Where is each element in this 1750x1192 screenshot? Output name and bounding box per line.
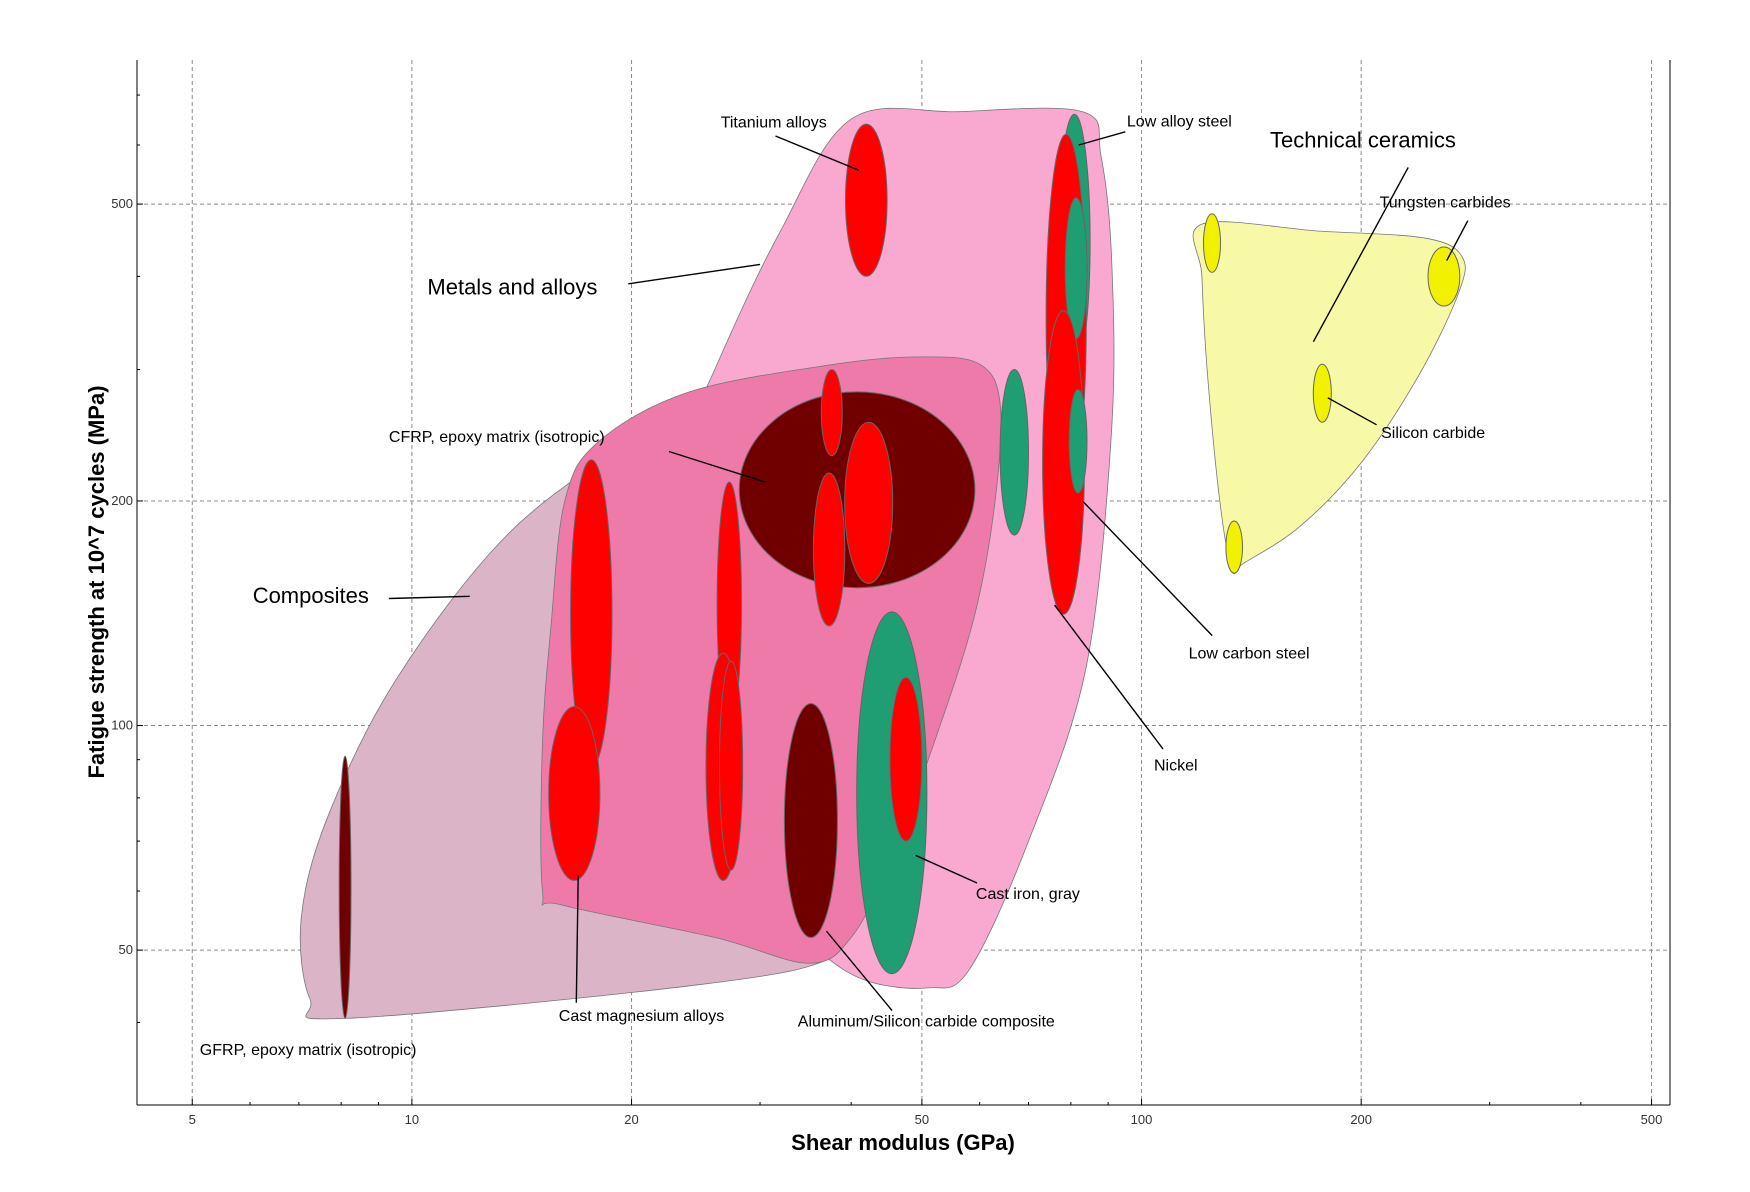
x-tick-label: 200 [1350, 1112, 1372, 1127]
x-tick-label: 100 [1131, 1112, 1153, 1127]
composites-label: Composites [253, 583, 369, 608]
cast-iron-gray-label-leader [915, 854, 978, 884]
cast-magnesium-alloys-label-leader [575, 875, 579, 1003]
y-tick-label: 200 [111, 493, 133, 508]
x-axis-title: Shear modulus (GPa) [791, 1130, 1015, 1155]
cfrp-epoxy-label: CFRP, epoxy matrix (isotropic) [389, 429, 605, 446]
silicon-carbide-label: Silicon carbide [1381, 425, 1485, 442]
y-tick-label: 100 [111, 718, 133, 733]
cast-magnesium-alloys-label: Cast magnesium alloys [559, 1008, 724, 1025]
tungsten-carbides-label: Tungsten carbides [1380, 194, 1511, 211]
x-axis-ticks: 5 10 20 50 100 200 500 [189, 1099, 1663, 1127]
titanium-alloys-label: Titanium alloys [721, 115, 827, 132]
metals-and-alloys-label: Metals and alloys [427, 275, 597, 300]
low-alloy-steel-label: Low alloy steel [1127, 114, 1232, 131]
ceramic-4-bubble [1225, 520, 1243, 574]
mid-red-inner-bubble [719, 660, 744, 871]
y-axis-title: Fatigue strength at 10^7 cycles (MPa) [84, 385, 109, 778]
cast-iron-gray-label: Cast iron, gray [976, 886, 1080, 903]
cfrp-red-big-bubble [844, 421, 894, 584]
nickel-label: Nickel [1154, 758, 1198, 775]
material-bubbles [338, 113, 1461, 1019]
ceramic-1-bubble [1203, 213, 1221, 273]
x-tick-label: 500 [1641, 1112, 1663, 1127]
al-sic-composite-label-leader [825, 930, 893, 1011]
low-alloy-steel-label-leader [1078, 131, 1126, 146]
tungsten-carbides-label-leader [1446, 220, 1469, 261]
titanium-alloys-label-leader [775, 135, 860, 171]
titanium-bubble [845, 123, 888, 277]
composites-label-leader [388, 595, 470, 600]
cfrp-red-small-bubble [820, 369, 843, 457]
gfrp-epoxy-bubble [338, 755, 352, 1019]
material-labels: Titanium alloys Low alloy steel Technical … [200, 114, 1511, 1059]
x-tick-label: 20 [624, 1112, 638, 1127]
silicon-carbide-bubble [1312, 363, 1332, 423]
silicon-carbide-label-leader [1327, 397, 1377, 426]
al-sic-composite-bubble [783, 703, 838, 938]
metals-and-alloys-label-leader [628, 263, 761, 285]
x-tick-label: 50 [915, 1112, 929, 1127]
y-tick-label: 500 [111, 196, 133, 211]
axes: 5 10 20 50 100 200 500 50 100 200 500 [111, 60, 1671, 1127]
tungsten-carbides-bubble [1427, 246, 1461, 307]
low-carbon-steel-label: Low carbon steel [1189, 646, 1310, 663]
leader-lines [388, 131, 1469, 1011]
cfrp-red-lower-bubble [812, 472, 846, 627]
al-sic-composite-label: Aluminum/Silicon carbide composite [798, 1014, 1055, 1031]
gfrp-epoxy-label: GFRP, epoxy matrix (isotropic) [200, 1042, 417, 1059]
cfrp-epoxy-label-leader [668, 450, 766, 483]
cast-iron-red-bubble [889, 677, 923, 842]
y-tick-label: 50 [119, 942, 133, 957]
nickel-green-bubble [999, 369, 1029, 536]
technical-ceramics-label: Technical ceramics [1270, 128, 1456, 153]
nickel-label-leader [1054, 604, 1164, 750]
cast-mg-lower-bubble [548, 706, 601, 881]
technical-ceramics-label-leader [1312, 167, 1409, 343]
steel-green-small-bubble [1068, 389, 1088, 494]
x-tick-label: 5 [189, 1112, 196, 1127]
x-tick-label: 10 [405, 1112, 419, 1127]
low-carbon-steel-label-leader [1081, 500, 1213, 637]
y-axis-ticks: 50 100 200 500 [111, 94, 143, 1023]
